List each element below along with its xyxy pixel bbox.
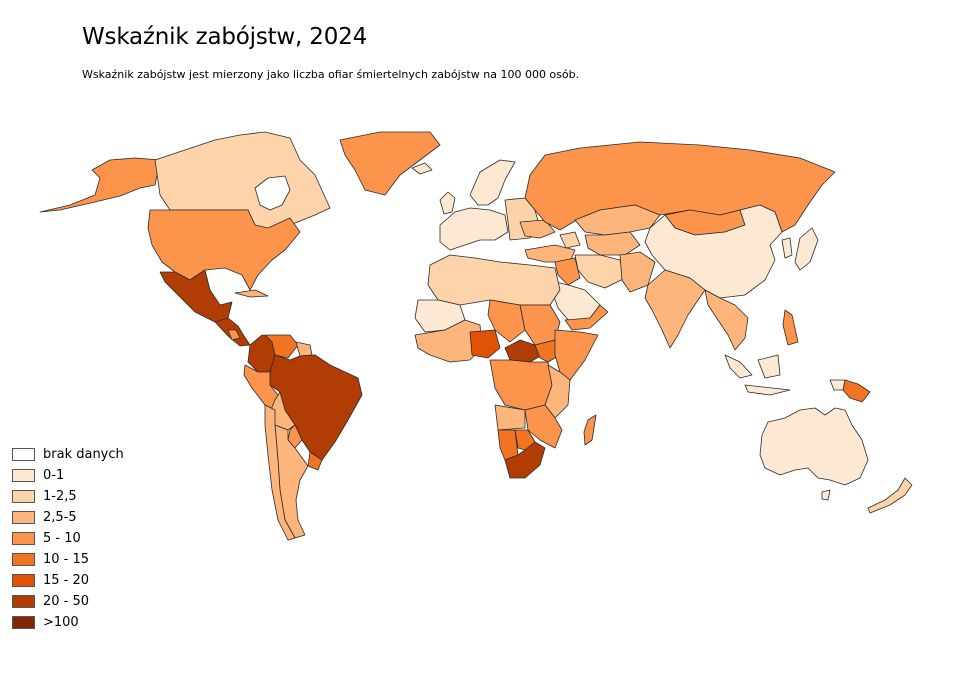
region-india[interactable] (644, 269, 706, 349)
region-south-africa[interactable] (504, 441, 546, 479)
region-mexico[interactable] (159, 269, 233, 323)
region-ukraine[interactable] (519, 219, 556, 239)
legend-swatch (12, 616, 35, 629)
legend-item-no-data: brak danych (12, 444, 124, 465)
region-western-europe[interactable] (439, 207, 509, 251)
region-east-africa[interactable] (544, 364, 571, 419)
region-uk-ireland[interactable] (439, 191, 456, 215)
region-iceland[interactable] (411, 162, 433, 175)
region-uruguay[interactable] (307, 451, 323, 471)
region-horn-of-africa[interactable] (554, 329, 599, 381)
legend-swatch (12, 490, 35, 503)
region-iraq-syria[interactable] (554, 257, 581, 286)
region-tasmania[interactable] (821, 489, 831, 501)
map-title: Wskaźnik zabójstw, 2024 (82, 24, 368, 50)
legend-label: 5 - 10 (43, 531, 81, 546)
region-central-asia[interactable] (584, 231, 641, 256)
region-alaska[interactable] (39, 157, 161, 213)
region-caucasus[interactable] (559, 231, 581, 249)
region-iran[interactable] (574, 254, 626, 289)
region-southeast-asia[interactable] (704, 289, 749, 351)
map-legend: brak danych 0-1 1-2,5 2,5-5 5 - 10 10 - … (12, 444, 124, 633)
region-usa[interactable] (147, 209, 301, 291)
region-guianas[interactable] (295, 341, 313, 357)
region-nigeria[interactable] (469, 329, 501, 359)
region-south-sudan[interactable] (534, 339, 561, 363)
legend-label: 2,5-5 (43, 510, 77, 525)
legend-label: 1-2,5 (43, 489, 77, 504)
region-west-papua[interactable] (829, 379, 846, 391)
legend-label: 0-1 (43, 468, 65, 483)
legend-swatch (12, 595, 35, 608)
legend-item-10-15: 10 - 15 (12, 549, 124, 570)
region-zambia-mozambique[interactable] (524, 404, 563, 449)
legend-item-0-1: 0-1 (12, 465, 124, 486)
legend-label: >100 (43, 615, 79, 630)
legend-label: 10 - 15 (43, 552, 90, 567)
region-central-africa[interactable] (489, 359, 553, 411)
legend-swatch (12, 574, 35, 587)
map-subtitle: Wskaźnik zabójstw jest mierzony jako lic… (82, 68, 580, 81)
region-indonesia[interactable] (724, 354, 791, 396)
legend-swatch (12, 511, 35, 524)
region-yemen-oman[interactable] (564, 304, 609, 331)
region-new-zealand[interactable] (867, 477, 913, 514)
legend-swatch (12, 553, 35, 566)
legend-item-20-50: 20 - 50 (12, 591, 124, 612)
legend-item-15-20: 15 - 20 (12, 570, 124, 591)
region-cuba[interactable] (234, 289, 269, 298)
legend-item-2-5-5: 2,5-5 (12, 507, 124, 528)
legend-label: brak danych (43, 447, 124, 462)
legend-swatch (12, 469, 35, 482)
legend-item-over-100: >100 (12, 612, 124, 633)
region-chile[interactable] (264, 404, 296, 541)
legend-label: 15 - 20 (43, 573, 90, 588)
region-japan[interactable] (794, 227, 819, 271)
legend-label: 20 - 50 (43, 594, 90, 609)
region-philippines[interactable] (782, 309, 799, 346)
region-sudan[interactable] (519, 304, 561, 346)
legend-swatch (12, 448, 35, 461)
legend-item-1-2-5: 1-2,5 (12, 486, 124, 507)
region-north-africa[interactable] (427, 254, 561, 306)
world-choropleth-map (39, 131, 913, 541)
region-australia[interactable] (759, 407, 869, 486)
region-korea[interactable] (781, 237, 793, 259)
region-greenland[interactable] (339, 131, 441, 196)
region-costa-rica[interactable] (227, 329, 241, 341)
region-venezuela[interactable] (264, 334, 299, 359)
legend-item-5-10: 5 - 10 (12, 528, 124, 549)
region-namibia[interactable] (497, 429, 519, 461)
region-madagascar[interactable] (583, 414, 597, 446)
region-angola[interactable] (494, 404, 526, 431)
region-hudson-bay (254, 175, 291, 211)
legend-swatch (12, 532, 35, 545)
region-png[interactable] (842, 379, 871, 403)
region-scandinavia[interactable] (469, 159, 516, 206)
